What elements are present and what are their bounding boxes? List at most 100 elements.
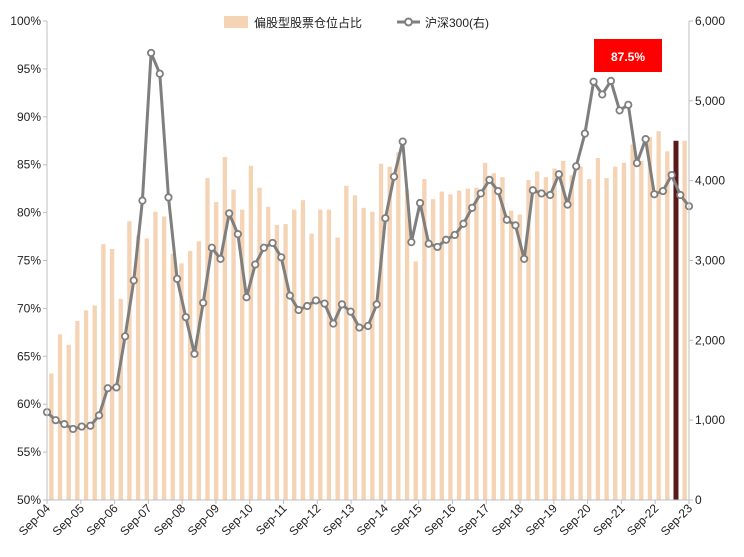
line-point — [398, 137, 407, 146]
bar — [92, 305, 97, 500]
x-tick-label: Sep-20 — [556, 501, 593, 538]
line-point — [277, 253, 286, 262]
line-point — [632, 159, 642, 168]
bar — [665, 151, 670, 500]
line-point — [112, 383, 121, 392]
bar — [630, 144, 635, 500]
line-point — [225, 209, 234, 218]
bar — [153, 211, 158, 500]
bar — [292, 209, 297, 500]
line-point — [572, 162, 581, 171]
bar — [500, 177, 505, 501]
line-point — [546, 190, 555, 200]
line-point — [94, 411, 104, 420]
line-point — [554, 170, 563, 179]
line-point — [138, 196, 147, 205]
legend-label-bar: 偏股型股票仓位占比 — [254, 15, 362, 30]
bar — [75, 320, 80, 500]
bar — [639, 160, 644, 501]
line-point — [563, 200, 572, 209]
legend-swatch-marker — [404, 17, 413, 27]
line-point — [199, 298, 208, 307]
left-tick-label: 55% — [17, 445, 41, 459]
line-point — [389, 172, 399, 181]
x-tick-label: Sep-15 — [388, 501, 425, 538]
line-point — [60, 420, 69, 429]
bar — [413, 261, 418, 500]
line-point — [285, 291, 295, 300]
bar — [352, 195, 358, 500]
line-point — [303, 301, 312, 311]
right-tick-label: 3,000 — [695, 254, 725, 268]
line-point — [259, 243, 268, 252]
line-point — [424, 239, 433, 248]
bar — [517, 214, 522, 501]
annotation-box — [594, 39, 662, 72]
right-tick-label: 5,000 — [695, 94, 725, 108]
bar — [240, 209, 245, 500]
line-point — [181, 313, 190, 322]
line-point — [337, 300, 347, 309]
x-tick-label: Sep-11 — [253, 501, 290, 538]
x-tick-label: Sep-23 — [658, 501, 695, 538]
bar — [569, 175, 575, 500]
line-point — [68, 424, 78, 434]
x-tick-label: Sep-07 — [117, 501, 154, 538]
bar — [300, 200, 306, 500]
x-tick-label: Sep-13 — [320, 501, 357, 538]
bar — [161, 216, 167, 500]
line-point — [598, 90, 607, 99]
bar — [456, 190, 462, 501]
line-point — [641, 135, 650, 144]
line-point — [207, 243, 216, 252]
line-point — [459, 219, 468, 228]
bar — [682, 140, 687, 500]
bar — [118, 298, 123, 500]
x-tick-label: Sep-12 — [286, 501, 323, 538]
bar — [613, 166, 618, 500]
x-tick-label: Sep-17 — [455, 501, 492, 538]
line-point — [251, 260, 260, 269]
legend: 偏股型股票仓位占比 沪深300(右) — [224, 15, 489, 30]
bar — [508, 210, 514, 500]
bar — [222, 157, 228, 500]
bar — [179, 263, 184, 500]
bar — [422, 179, 427, 500]
line-point — [511, 221, 520, 230]
x-tick-label: Sep-18 — [489, 501, 526, 538]
x-tick-label: Sep-05 — [50, 501, 87, 538]
bar — [274, 225, 280, 500]
bar — [144, 238, 149, 500]
line-point — [355, 323, 364, 332]
line-point — [242, 293, 251, 302]
line-point — [450, 230, 459, 240]
bar — [231, 189, 236, 500]
bar — [543, 177, 549, 501]
bar — [127, 221, 132, 501]
line-point — [624, 100, 633, 109]
line-point — [520, 254, 529, 264]
bar — [647, 136, 653, 500]
line-point — [485, 175, 494, 184]
right-tick-label: 6,000 — [695, 14, 725, 28]
line-point — [311, 296, 321, 305]
bar — [196, 241, 201, 500]
line-point — [468, 203, 477, 212]
x-tick-label: Sep-21 — [590, 501, 627, 538]
line-point — [433, 242, 442, 252]
right-tick-label: 1,000 — [695, 413, 725, 427]
series-line-hs300 — [45, 51, 691, 431]
bar — [257, 187, 262, 500]
bar — [439, 191, 444, 501]
bar — [361, 207, 366, 500]
legend-label-line: 沪深300(右) — [425, 15, 489, 30]
line-point — [528, 186, 537, 195]
highlight-bar — [673, 140, 679, 500]
bar — [370, 211, 375, 500]
bar — [595, 157, 601, 500]
line-point — [372, 300, 381, 309]
line-point — [155, 69, 164, 78]
x-tick-label: Sep-16 — [421, 501, 458, 538]
bar — [387, 166, 392, 500]
